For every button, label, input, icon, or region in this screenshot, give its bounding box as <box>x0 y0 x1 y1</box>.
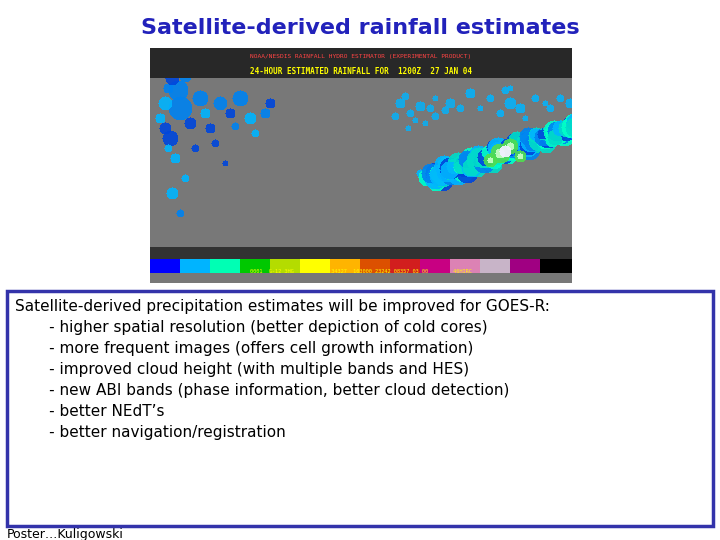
Text: Satellite-derived precipitation estimates will be improved for GOES-R:
       - : Satellite-derived precipitation estimate… <box>15 299 550 440</box>
Text: NOAA/NESDIS RAINFALL HYDRO ESTIMATOR (EXPERIMENTAL PRODUCT): NOAA/NESDIS RAINFALL HYDRO ESTIMATOR (EX… <box>251 54 472 59</box>
Text: 24-HOUR ESTIMATED RAINFALL FOR  1200Z  27 JAN 04: 24-HOUR ESTIMATED RAINFALL FOR 1200Z 27 … <box>250 67 472 76</box>
Text: Poster…Kuligowski: Poster…Kuligowski <box>7 528 124 540</box>
Text: 0001  G-12 3HG  DL 27 79N 34327  103000 23242 08357 03 00        46HIRC: 0001 G-12 3HG DL 27 79N 34327 103000 232… <box>250 269 472 274</box>
Text: Satellite-derived rainfall estimates: Satellite-derived rainfall estimates <box>140 18 580 38</box>
